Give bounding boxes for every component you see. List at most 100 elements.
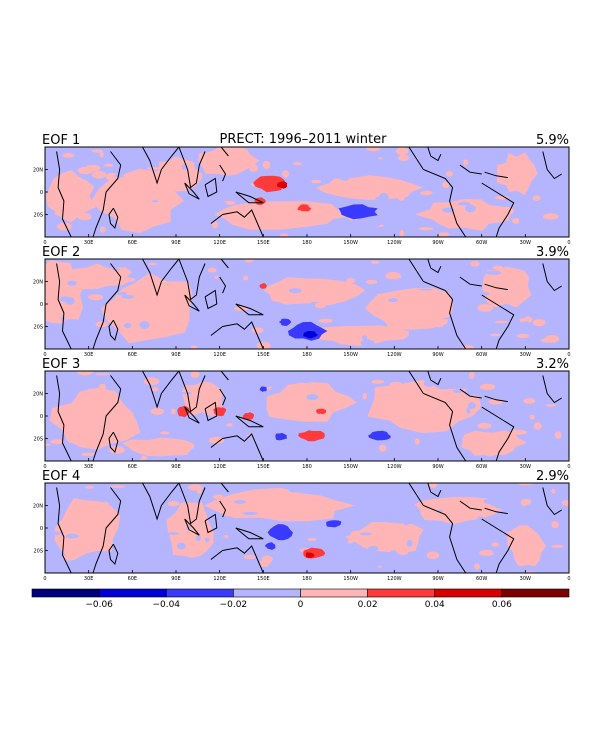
anomaly-blob: [306, 552, 315, 558]
x-tick-label: 150W: [343, 464, 358, 470]
texture-speck: [65, 297, 75, 305]
x-tick-label: 90W: [432, 352, 443, 358]
texture-speck: [397, 409, 406, 413]
x-tick-label: 90W: [432, 576, 443, 582]
texture-speck: [268, 337, 278, 344]
anomaly-blob: [368, 430, 391, 441]
x-tick-label: 150W: [343, 352, 358, 358]
texture-speck: [464, 389, 476, 396]
y-tick-label: 20N: [33, 392, 43, 398]
texture-speck: [461, 545, 468, 553]
texture-speck: [516, 422, 532, 426]
texture-speck: [94, 373, 110, 376]
texture-speck: [142, 308, 152, 316]
texture-speck: [378, 157, 383, 160]
texture-speck: [533, 422, 542, 430]
positive-region: [496, 152, 538, 196]
texture-speck: [332, 312, 338, 317]
texture-speck: [111, 268, 121, 271]
texture-speck: [88, 294, 104, 301]
texture-speck: [535, 376, 548, 384]
texture-speck: [68, 440, 76, 443]
texture-speck: [227, 267, 234, 271]
x-tick-label: 150W: [343, 240, 358, 246]
positive-region: [365, 287, 453, 330]
texture-speck: [301, 483, 315, 486]
texture-speck: [50, 275, 61, 284]
texture-speck: [57, 222, 72, 231]
texture-speck: [465, 185, 480, 193]
texture-speck: [179, 391, 192, 395]
texture-speck: [117, 291, 127, 296]
coastline: [459, 500, 482, 511]
colorbar-tick-label: −0.02: [220, 600, 248, 610]
texture-speck: [350, 530, 361, 538]
texture-speck: [96, 493, 113, 496]
coastline: [220, 483, 229, 493]
coastline: [142, 147, 180, 185]
texture-speck: [100, 226, 106, 233]
texture-speck: [259, 174, 264, 177]
texture-speck: [188, 162, 193, 168]
texture-speck: [518, 214, 524, 223]
texture-speck: [406, 539, 413, 548]
x-tick-label: 90E: [171, 576, 181, 582]
texture-speck: [525, 440, 532, 445]
texture-speck: [99, 151, 104, 158]
x-tick-label: 60E: [128, 240, 138, 246]
anomaly-blob: [253, 175, 286, 193]
texture-speck: [315, 451, 329, 458]
coastline: [108, 543, 119, 565]
texture-speck: [371, 379, 385, 384]
texture-speck: [90, 278, 103, 282]
eof-panel-1: EOF 1 5.9% 0 30E 60E 90E 120E 150E 180 150W 120W 90…: [33, 133, 571, 246]
anomaly-blob: [267, 524, 293, 541]
texture-speck: [368, 545, 379, 552]
texture-speck: [334, 447, 350, 453]
texture-speck: [545, 404, 557, 407]
texture-speck: [127, 453, 142, 461]
coastline: [542, 263, 562, 292]
texture-speck: [292, 162, 303, 166]
colorbar-swatch: [165, 588, 234, 598]
texture-speck: [358, 405, 369, 411]
colorbar-tick-label: −0.06: [85, 600, 113, 610]
texture-speck: [430, 376, 439, 380]
texture-speck: [360, 400, 372, 404]
texture-speck: [280, 371, 295, 374]
texture-speck: [481, 432, 497, 438]
texture-speck: [515, 279, 527, 283]
texture-speck: [307, 537, 318, 541]
x-tick-label: 150E: [257, 352, 270, 358]
texture-speck: [543, 213, 559, 220]
texture-speck: [346, 277, 355, 284]
texture-speck: [311, 179, 322, 184]
texture-speck: [494, 149, 508, 153]
coastline: [481, 294, 515, 349]
x-tick-label: 60E: [128, 576, 138, 582]
coastline: [427, 483, 442, 498]
texture-speck: [139, 305, 145, 308]
positive-region: [367, 379, 482, 434]
colorbar-tick-label: 0.06: [492, 600, 512, 610]
texture-speck: [146, 167, 161, 170]
texture-speck: [242, 511, 259, 516]
texture-speck: [238, 569, 250, 573]
texture-speck: [397, 154, 410, 162]
texture-speck: [490, 496, 503, 503]
x-tick-label: 30W: [520, 464, 531, 470]
y-tick-label: 20S: [33, 437, 43, 443]
texture-speck: [120, 537, 126, 544]
eof-panel-3: EOF 3 3.2% 0 30E 60E 90E 120E 150E 180 150W 120W 90…: [33, 357, 571, 470]
coastline: [210, 433, 264, 461]
texture-speck: [378, 193, 389, 201]
x-tick-label: 0: [43, 576, 46, 582]
coastline: [459, 276, 482, 287]
texture-speck: [512, 565, 523, 571]
eof-panel-4: EOF 4 2.9% 0 30E 60E 90E 120E 150E 180 150W 120W 90…: [33, 469, 571, 582]
texture-speck: [480, 316, 492, 321]
texture-speck: [262, 160, 271, 169]
texture-speck: [171, 408, 176, 415]
texture-speck: [233, 500, 247, 504]
texture-speck: [389, 550, 398, 556]
